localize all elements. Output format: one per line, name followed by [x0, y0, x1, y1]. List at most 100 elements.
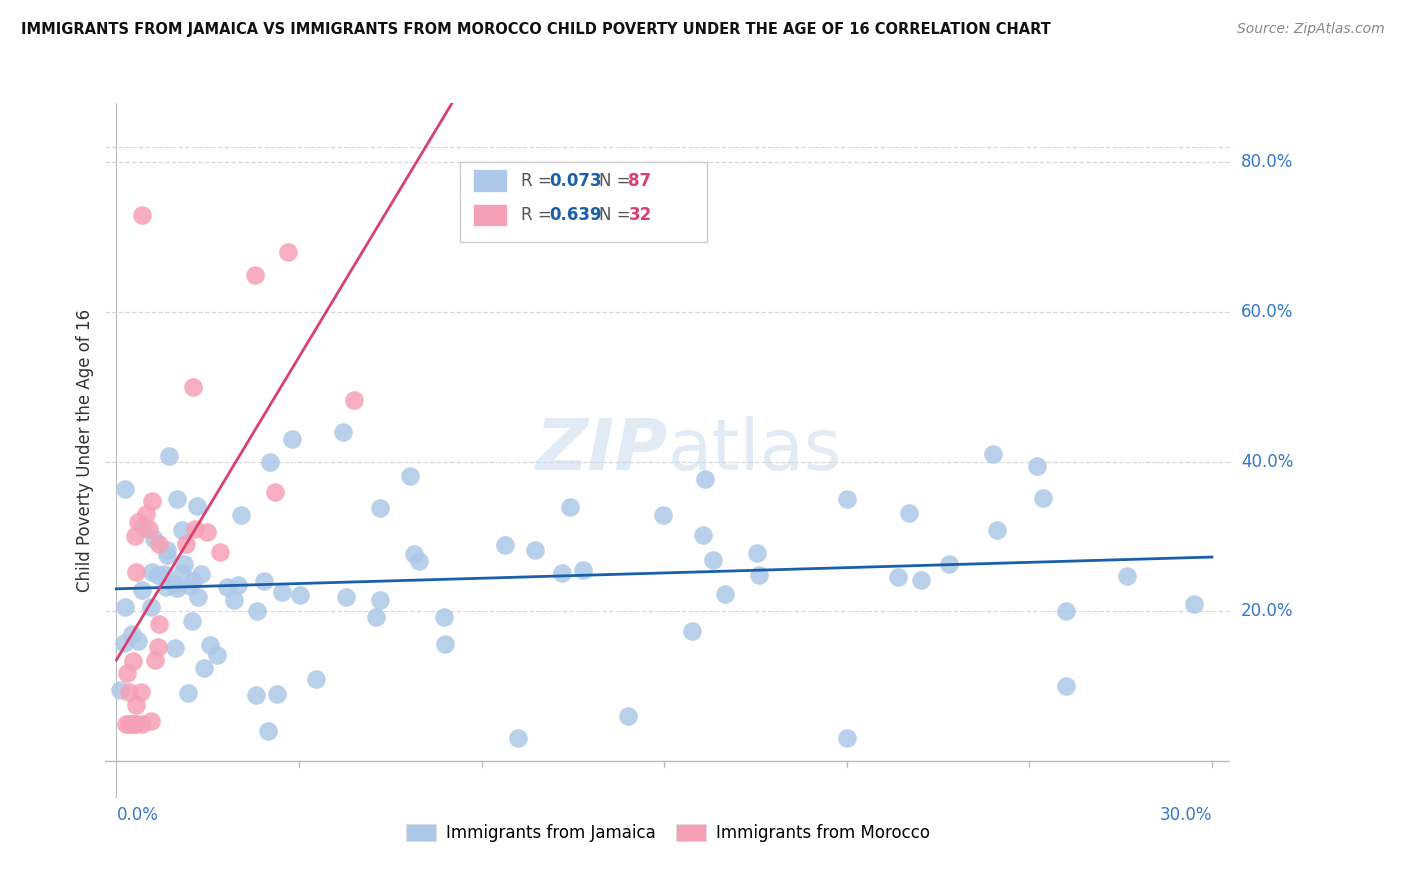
Text: 0.0%: 0.0% — [117, 805, 159, 824]
Point — [748, 567, 770, 582]
Point — [176, 686, 198, 700]
Point — [551, 566, 574, 580]
Point — [179, 579, 201, 593]
Text: 30.0%: 30.0% — [1160, 805, 1212, 824]
Text: 0.639: 0.639 — [550, 206, 602, 224]
Point — [166, 581, 188, 595]
Point — [271, 584, 294, 599]
Point — [172, 523, 194, 537]
Point — [146, 640, 169, 655]
Point — [702, 553, 724, 567]
Point — [165, 640, 187, 655]
Point — [131, 520, 153, 534]
Point — [193, 661, 215, 675]
Point — [148, 536, 170, 550]
Point — [651, 508, 673, 522]
Point — [305, 672, 328, 686]
Point — [692, 528, 714, 542]
Point — [886, 570, 908, 584]
Point — [1054, 604, 1077, 618]
Point — [131, 582, 153, 597]
Point — [938, 558, 960, 572]
Point — [433, 637, 456, 651]
Text: R =: R = — [520, 206, 557, 224]
Point — [714, 587, 737, 601]
Point — [173, 557, 195, 571]
Point — [172, 566, 194, 580]
Point — [163, 577, 186, 591]
Point — [243, 268, 266, 282]
Point — [364, 610, 387, 624]
Point — [332, 425, 354, 439]
Point — [166, 491, 188, 506]
Point — [1025, 458, 1047, 473]
Point — [114, 599, 136, 614]
Text: IMMIGRANTS FROM JAMAICA VS IMMIGRANTS FROM MOROCCO CHILD POVERTY UNDER THE AGE O: IMMIGRANTS FROM JAMAICA VS IMMIGRANTS FR… — [21, 22, 1050, 37]
Point — [745, 546, 768, 560]
Point — [121, 627, 143, 641]
Point — [181, 615, 204, 629]
Point — [198, 638, 221, 652]
Point — [402, 547, 425, 561]
Point — [1054, 679, 1077, 693]
Point — [153, 566, 176, 581]
Point — [122, 655, 145, 669]
Point — [125, 698, 148, 713]
Point — [398, 468, 420, 483]
Point — [190, 566, 212, 581]
Point — [264, 484, 287, 499]
FancyBboxPatch shape — [474, 169, 508, 192]
Point — [229, 508, 252, 522]
Point — [141, 565, 163, 579]
Point — [114, 483, 136, 497]
Point — [572, 563, 595, 577]
Point — [138, 522, 160, 536]
Point — [246, 604, 269, 618]
Point — [433, 609, 456, 624]
Point — [222, 592, 245, 607]
Point — [127, 633, 149, 648]
Point — [115, 716, 138, 731]
Text: 87: 87 — [628, 171, 651, 189]
Point — [208, 545, 231, 559]
Text: 40.0%: 40.0% — [1241, 452, 1294, 471]
Point — [131, 716, 153, 731]
Point — [131, 208, 153, 222]
Point — [125, 565, 148, 579]
Point — [156, 549, 179, 563]
Point — [174, 536, 197, 550]
Point — [1116, 568, 1139, 582]
Point — [368, 593, 391, 607]
FancyBboxPatch shape — [460, 161, 707, 242]
Point — [122, 716, 145, 731]
Text: 0.073: 0.073 — [550, 171, 602, 189]
Point — [986, 523, 1008, 537]
Point — [181, 574, 204, 588]
Point — [835, 731, 858, 746]
Text: 80.0%: 80.0% — [1241, 153, 1294, 171]
Point — [266, 687, 288, 701]
Point — [124, 529, 146, 543]
Text: ZIP: ZIP — [536, 416, 668, 485]
Point — [508, 731, 530, 746]
Point — [290, 589, 312, 603]
Point — [157, 449, 180, 463]
Point — [155, 580, 177, 594]
Y-axis label: Child Poverty Under the Age of 16: Child Poverty Under the Age of 16 — [76, 309, 94, 592]
Point — [195, 525, 218, 540]
Point — [835, 492, 858, 507]
Text: Source: ZipAtlas.com: Source: ZipAtlas.com — [1237, 22, 1385, 37]
Point — [112, 635, 135, 649]
Point — [245, 688, 267, 702]
Point — [981, 447, 1004, 461]
Text: N =: N = — [599, 171, 636, 189]
Point — [523, 543, 546, 558]
Point — [226, 578, 249, 592]
Point — [125, 716, 148, 731]
Point — [146, 567, 169, 582]
Point — [1182, 597, 1205, 611]
Point — [257, 724, 280, 739]
Point — [181, 380, 204, 394]
Point — [343, 393, 366, 408]
Point — [141, 494, 163, 508]
